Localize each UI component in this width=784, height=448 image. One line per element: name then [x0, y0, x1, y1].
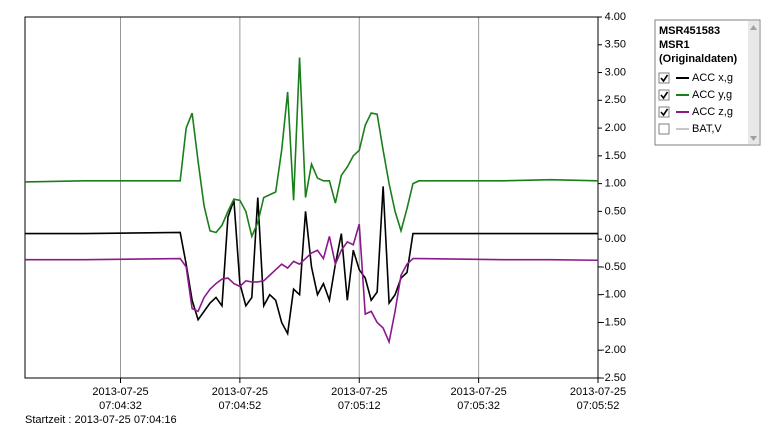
legend-scrollbar[interactable]	[748, 21, 759, 144]
legend-title: MSR451583	[659, 25, 720, 37]
y-tick-label: 0.50	[605, 205, 626, 217]
legend-checkbox[interactable]	[658, 106, 670, 118]
y-tick-label: -2.00	[601, 344, 626, 356]
y-tick-label: 3.00	[605, 66, 626, 78]
legend-label: ACC z,g	[692, 106, 733, 118]
y-tick-label: -2.50	[601, 372, 626, 384]
x-tick-label: 2013-07-25 07:04:32	[92, 386, 148, 412]
legend-checkbox[interactable]	[658, 123, 670, 135]
y-tick-label: 3.50	[605, 39, 626, 51]
checkmark	[660, 91, 669, 100]
y-tick-label: -1.50	[601, 316, 626, 328]
data-line	[25, 186, 598, 337]
y-tick-label: 2.50	[605, 94, 626, 106]
legend-label: BAT,V	[692, 123, 722, 135]
y-tick-label: 2.00	[605, 122, 626, 134]
legend-label: ACC x,g	[692, 72, 733, 84]
y-tick-label: 1.50	[605, 150, 626, 162]
checkmark	[660, 108, 669, 117]
x-tick-label: 2013-07-25 07:04:52	[212, 386, 268, 412]
legend-checkbox[interactable]	[658, 89, 670, 101]
data-line	[25, 223, 599, 345]
legend-title: MSR1	[659, 39, 690, 51]
y-tick-label: 1.00	[605, 178, 626, 190]
y-tick-label: 0.00	[605, 233, 626, 245]
legend-checkbox[interactable]	[658, 72, 670, 84]
x-tick-label: 2013-07-25 07:05:32	[450, 386, 506, 412]
y-tick-label: 4.00	[605, 11, 626, 23]
legend-box	[654, 19, 761, 146]
data-line	[24, 57, 599, 239]
y-tick-label: -0.50	[601, 261, 626, 273]
x-tick-label: 2013-07-25 07:05:52	[570, 386, 626, 412]
x-tick-label: 2013-07-25 07:05:12	[331, 386, 387, 412]
plot-frame	[24, 16, 599, 379]
checkmark	[660, 74, 669, 83]
legend-label: ACC y,g	[692, 89, 732, 101]
legend-title: (Originaldaten)	[659, 53, 738, 65]
footer: Startzeit : 2013-07-25 07:04:16	[25, 414, 177, 426]
y-tick-label: -1.00	[601, 289, 626, 301]
